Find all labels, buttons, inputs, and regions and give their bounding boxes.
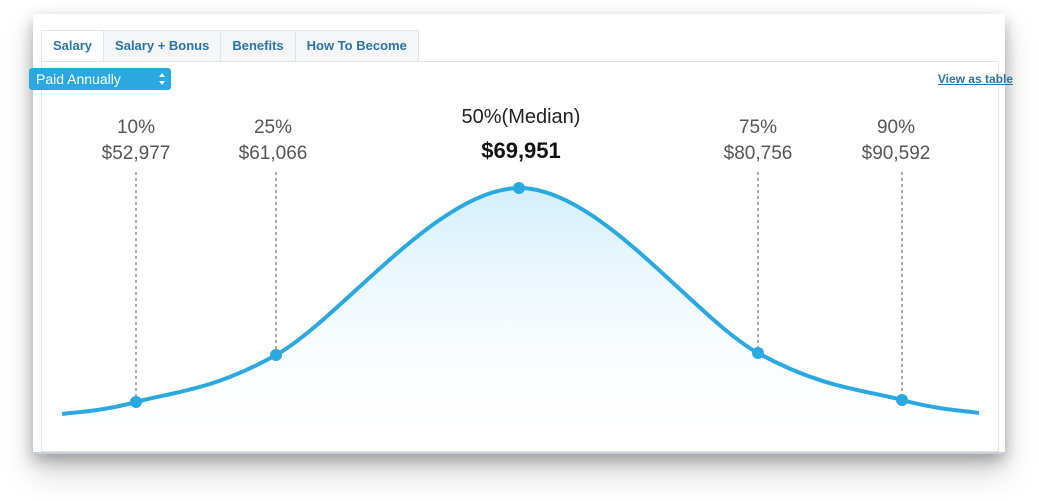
bottom-border [33, 452, 1005, 454]
pay-period-select[interactable]: Paid Annually [29, 68, 171, 90]
percentile-point [896, 394, 908, 406]
tab-bar: Salary Salary + Bonus Benefits How To Be… [41, 30, 419, 62]
percentile-salary-value: $80,756 [724, 143, 793, 164]
median-salary-value: $69,951 [481, 138, 561, 163]
percentile-point [270, 349, 282, 361]
curve-area-fill [62, 187, 979, 450]
pay-period-value: Paid Annually [36, 71, 121, 87]
percentile-label: 75% [739, 117, 777, 138]
percentile-salary-value: $90,592 [862, 143, 931, 164]
percentile-point [752, 347, 764, 359]
tab-how-to-become[interactable]: How To Become [294, 30, 419, 61]
percentile-labels: 10% $52,977 25% $61,066 50%(Median) $69,951 75… [102, 106, 931, 164]
percentile-label: 10% [117, 117, 155, 138]
percentile-point [513, 182, 525, 194]
tab-salary-bonus[interactable]: Salary + Bonus [103, 30, 222, 61]
tab-salary[interactable]: Salary [41, 30, 105, 61]
percentile-label: 90% [877, 117, 915, 138]
percentile-salary-value: $52,977 [102, 143, 171, 164]
percentile-dashed-lines [135, 172, 903, 396]
select-arrows-icon [159, 73, 165, 85]
percentile-label: 25% [254, 117, 292, 138]
percentile-salary-value: $61,066 [239, 143, 308, 164]
percentile-point [130, 396, 142, 408]
tab-benefits[interactable]: Benefits [220, 30, 296, 61]
view-as-table-link[interactable]: View as table [937, 72, 1013, 86]
percentile-points [130, 182, 908, 408]
median-percentile-label: 50%(Median) [462, 106, 581, 128]
